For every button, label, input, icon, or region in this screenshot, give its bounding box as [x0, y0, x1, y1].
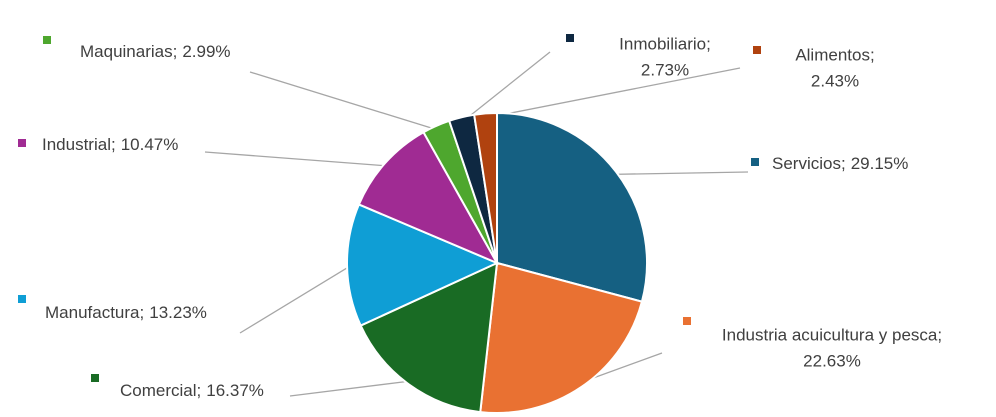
data-label-value: 22.63%	[803, 351, 861, 370]
legend-key	[566, 34, 574, 42]
data-label-value: 2.73%	[641, 60, 689, 79]
data-label-name: Servicios;	[772, 154, 846, 173]
data-label-value: 2.99%	[182, 42, 230, 61]
data-label: Comercial; 16.37%	[120, 381, 264, 400]
data-label-value: 10.47%	[121, 135, 179, 154]
legend-key	[683, 317, 691, 325]
legend-key	[18, 295, 26, 303]
data-label-name: Industrial;	[42, 135, 116, 154]
pie-slice	[359, 261, 499, 414]
data-label-value: 2.43%	[811, 71, 859, 90]
data-label: Manufactura; 13.23%	[45, 303, 207, 322]
pie-slice	[357, 130, 500, 266]
legend-key	[751, 158, 759, 166]
data-label-name: Industria acuicultura y pesca;	[722, 325, 942, 344]
leader-line	[239, 264, 352, 334]
pie-slice	[496, 111, 648, 303]
data-label: Industrial; 10.47%	[42, 135, 178, 154]
data-label: Maquinarias; 2.99%	[80, 42, 231, 61]
data-label-name: Inmobiliario;	[619, 34, 711, 53]
data-label-name: Alimentos;	[795, 45, 874, 64]
pie-slice	[346, 203, 500, 327]
leader-line	[462, 51, 551, 123]
data-label-value: 29.15%	[851, 154, 909, 173]
legend-key	[43, 36, 51, 44]
pie-slice	[479, 261, 644, 414]
data-label-name: Comercial;	[120, 381, 201, 400]
data-label-name: Maquinarias;	[80, 42, 177, 61]
legend-key	[91, 374, 99, 382]
data-label: Servicios; 29.15%	[772, 154, 908, 173]
data-label-name: Manufactura;	[45, 303, 144, 322]
leader-line	[612, 171, 749, 176]
legend-key	[753, 46, 761, 54]
data-label-value: 13.23%	[149, 303, 207, 322]
leader-line	[204, 151, 389, 167]
leader-line	[485, 67, 741, 119]
pie-slice	[473, 111, 498, 264]
data-label-value: 16.37%	[206, 381, 264, 400]
leader-line	[289, 380, 412, 397]
leader-line	[249, 71, 439, 131]
legend-key	[18, 139, 26, 147]
